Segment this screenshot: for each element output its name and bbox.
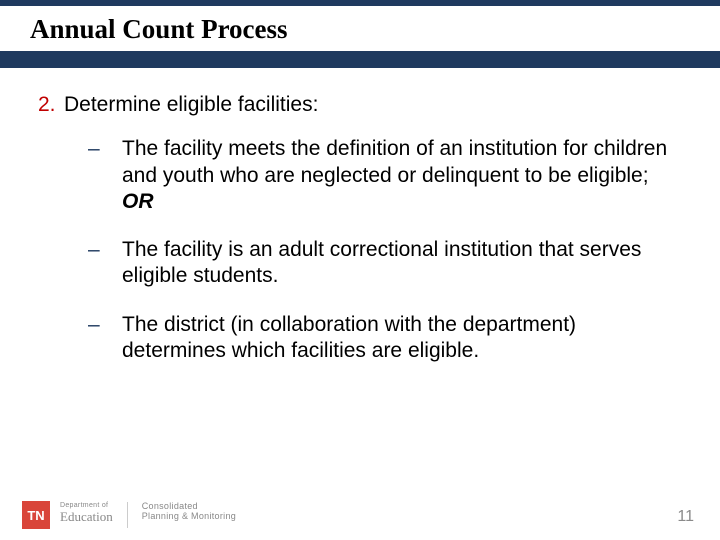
sub-item: – The facility is an adult correctional … <box>88 237 682 290</box>
sub-text: The facility meets the definition of an … <box>122 137 667 186</box>
dept-big: Education <box>60 510 113 524</box>
list-body: Determine eligible facilities: – The fac… <box>64 92 682 386</box>
sub-dash: – <box>88 136 122 215</box>
footer-dept: Department of Education <box>60 502 113 524</box>
consolidated-b: Planning & Monitoring <box>142 512 236 522</box>
sub-list: – The facility meets the definition of a… <box>64 136 682 364</box>
header-band: Annual Count Process <box>0 0 720 68</box>
sub-text: The district (in collaboration with the … <box>122 312 682 365</box>
title-box: Annual Count Process <box>0 6 720 54</box>
slide-title: Annual Count Process <box>30 14 720 45</box>
list-number: 2. <box>38 92 64 386</box>
sub-text: The facility is an adult correctional in… <box>122 237 682 290</box>
sub-body: The facility meets the definition of an … <box>122 136 682 215</box>
page-number: 11 <box>677 508 694 526</box>
content-area: 2. Determine eligible facilities: – The … <box>0 68 720 386</box>
footer-divider <box>127 502 128 528</box>
footer: TN Department of Education Consolidated … <box>0 490 720 540</box>
sub-item: – The district (in collaboration with th… <box>88 312 682 365</box>
sub-dash: – <box>88 312 122 365</box>
sub-dash: – <box>88 237 122 290</box>
footer-consolidated: Consolidated Planning & Monitoring <box>142 502 236 522</box>
sub-item: – The facility meets the definition of a… <box>88 136 682 215</box>
list-text: Determine eligible facilities: <box>64 93 318 116</box>
footer-block: Department of Education Consolidated Pla… <box>60 502 236 528</box>
tn-logo: TN <box>22 501 50 529</box>
or-emphasis: OR <box>122 190 154 213</box>
numbered-item: 2. Determine eligible facilities: – The … <box>38 92 682 386</box>
